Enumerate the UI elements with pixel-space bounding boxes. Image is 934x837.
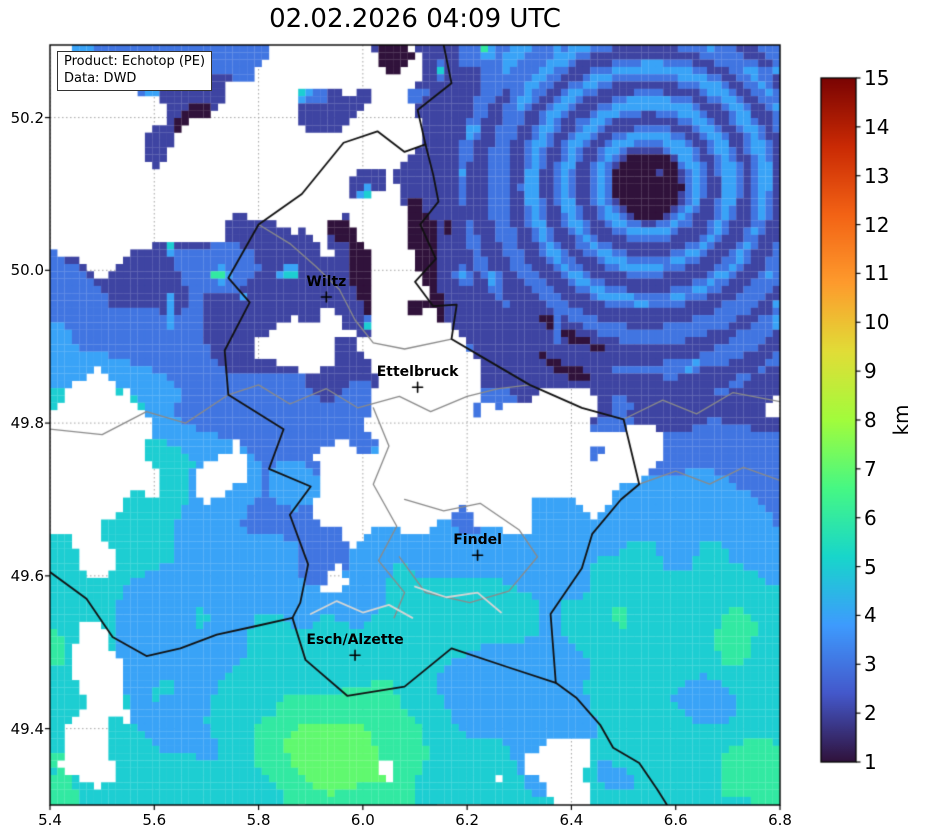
colorbar-tick-label: 14	[864, 114, 890, 139]
y-tick-label: 50.2	[10, 108, 44, 127]
x-tick-label: 5.8	[246, 811, 271, 829]
data-source-label: Data: DWD	[64, 70, 137, 86]
colorbar-tick-label: 5	[864, 554, 877, 579]
colorbar-tick-label: 13	[864, 163, 890, 188]
colorbar-tick-label: 15	[864, 66, 890, 90]
y-tick-label: 49.4	[10, 719, 44, 738]
x-tick-label: 5.6	[142, 811, 167, 829]
colorbar-tick-label: 3	[864, 652, 877, 677]
colorbar-unit-label: km	[889, 404, 913, 436]
colorbar-tick-label: 8	[864, 408, 877, 432]
y-tick-label: 50.0	[10, 261, 44, 280]
colorbar-tick-label: 9	[864, 359, 877, 384]
colorbar-tick-label: 12	[864, 212, 890, 237]
city-label: Findel	[453, 532, 502, 549]
figure-title: 02.02.2026 04:09 UTC	[269, 4, 561, 34]
y-tick-label: 49.8	[10, 414, 44, 433]
colorbar-tick-label: 6	[864, 505, 877, 530]
colorbar-tick-label: 7	[864, 456, 877, 481]
x-tick-label: 6.8	[768, 811, 792, 829]
product-info-box: Product: Echotop (PE) Data: DWD	[57, 51, 213, 91]
x-tick-label: 6.6	[663, 811, 688, 829]
colorbar-tick-label: 4	[864, 603, 877, 628]
x-tick-label: 6.4	[559, 811, 584, 829]
city-label: Esch/Alzette	[306, 632, 404, 649]
colorbar-tick-label: 2	[864, 701, 877, 726]
x-tick-label: 6.2	[455, 811, 480, 829]
x-tick-label: 5.4	[38, 811, 62, 829]
y-tick-label: 49.6	[10, 566, 44, 585]
product-label: Product: Echotop (PE)	[64, 54, 206, 69]
city-label: Wiltz	[306, 274, 347, 291]
x-tick-label: 6.0	[350, 811, 375, 829]
city-label: Ettelbruck	[376, 364, 459, 381]
colorbar-tick-label: 11	[864, 261, 890, 286]
colorbar-tick-label: 10	[864, 310, 890, 335]
colorbar-tick-label: 1	[864, 750, 877, 774]
